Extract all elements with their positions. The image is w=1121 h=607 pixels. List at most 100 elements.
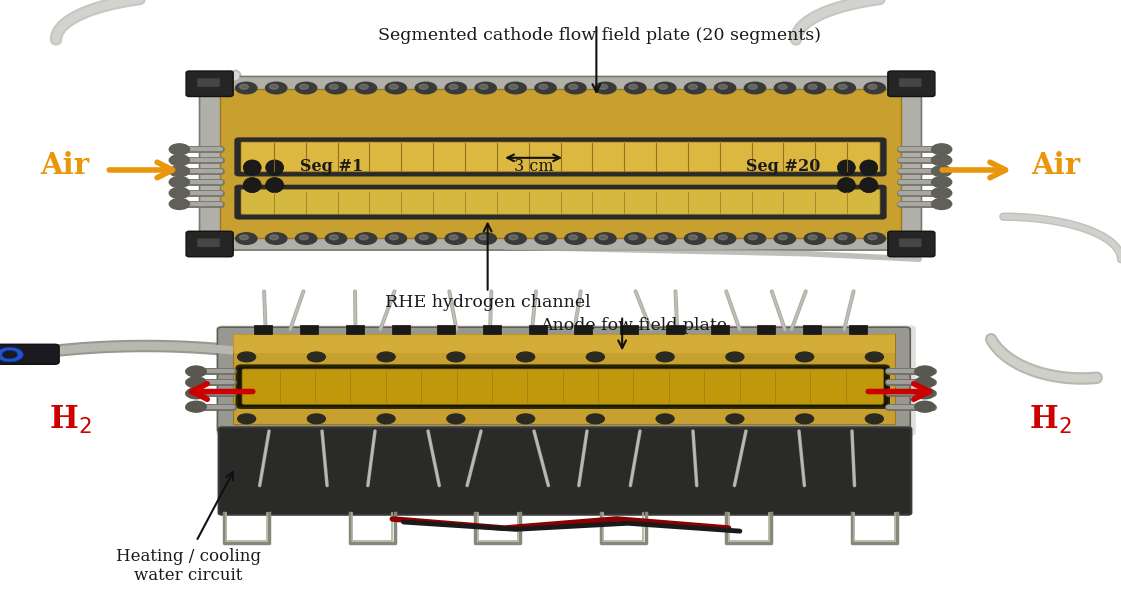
FancyBboxPatch shape (899, 78, 921, 87)
Circle shape (415, 232, 436, 244)
Circle shape (330, 235, 339, 240)
Circle shape (169, 155, 189, 166)
Circle shape (169, 166, 189, 177)
Circle shape (206, 232, 226, 244)
Circle shape (749, 84, 758, 89)
Text: H$_2$: H$_2$ (1029, 404, 1072, 436)
Circle shape (932, 177, 952, 188)
Circle shape (299, 235, 308, 240)
Circle shape (539, 84, 548, 89)
Circle shape (386, 83, 407, 94)
Text: Seg #20: Seg #20 (747, 158, 821, 175)
Circle shape (865, 352, 883, 362)
Circle shape (266, 232, 287, 244)
Circle shape (504, 232, 526, 244)
Ellipse shape (860, 178, 878, 193)
Circle shape (359, 235, 368, 240)
Circle shape (796, 352, 814, 362)
Circle shape (586, 414, 604, 424)
Bar (666, 325, 684, 334)
Circle shape (932, 144, 952, 155)
Circle shape (307, 352, 325, 362)
Circle shape (808, 84, 817, 89)
FancyBboxPatch shape (216, 325, 916, 436)
Circle shape (749, 235, 758, 240)
Circle shape (656, 352, 674, 362)
Circle shape (915, 366, 935, 377)
Circle shape (599, 235, 608, 240)
Bar (437, 325, 455, 334)
Circle shape (517, 414, 535, 424)
Bar (391, 325, 409, 334)
Bar (620, 325, 638, 334)
Circle shape (447, 414, 465, 424)
Ellipse shape (837, 178, 855, 193)
Circle shape (415, 83, 436, 94)
Circle shape (775, 232, 796, 244)
Circle shape (475, 232, 497, 244)
Circle shape (895, 232, 916, 244)
FancyBboxPatch shape (888, 71, 935, 97)
Circle shape (624, 232, 646, 244)
Circle shape (186, 366, 206, 377)
Circle shape (240, 84, 249, 89)
Circle shape (355, 232, 377, 244)
Circle shape (688, 235, 697, 240)
Circle shape (565, 232, 586, 244)
Circle shape (932, 166, 952, 177)
FancyBboxPatch shape (200, 76, 921, 250)
Circle shape (568, 235, 577, 240)
Circle shape (509, 84, 518, 89)
Circle shape (915, 401, 935, 412)
Circle shape (744, 83, 766, 94)
Text: Air: Air (40, 151, 90, 180)
Circle shape (915, 377, 935, 388)
Circle shape (389, 84, 398, 89)
Circle shape (775, 83, 796, 94)
Circle shape (714, 83, 735, 94)
Text: RHE hydrogen channel: RHE hydrogen channel (385, 294, 591, 311)
Circle shape (325, 83, 346, 94)
FancyBboxPatch shape (235, 138, 886, 175)
FancyBboxPatch shape (242, 369, 883, 404)
Bar (233, 334, 895, 353)
Ellipse shape (266, 160, 284, 175)
Circle shape (330, 84, 339, 89)
Circle shape (565, 83, 586, 94)
Text: Segmented cathode flow field plate (20 segments): Segmented cathode flow field plate (20 s… (378, 27, 822, 44)
Circle shape (868, 235, 877, 240)
Bar (233, 334, 895, 424)
FancyBboxPatch shape (197, 239, 220, 247)
FancyBboxPatch shape (241, 142, 880, 172)
Circle shape (377, 414, 395, 424)
Ellipse shape (266, 178, 284, 193)
Circle shape (629, 235, 638, 240)
Circle shape (595, 83, 617, 94)
Circle shape (450, 84, 458, 89)
FancyBboxPatch shape (197, 78, 220, 87)
Bar (757, 325, 775, 334)
Circle shape (834, 83, 855, 94)
Circle shape (714, 232, 735, 244)
Circle shape (475, 83, 497, 94)
FancyBboxPatch shape (217, 327, 910, 432)
FancyBboxPatch shape (235, 186, 886, 219)
Bar (346, 325, 364, 334)
Circle shape (719, 84, 728, 89)
Circle shape (169, 188, 189, 198)
Text: Seg #1: Seg #1 (300, 158, 363, 175)
FancyBboxPatch shape (899, 239, 921, 247)
Circle shape (744, 232, 766, 244)
Circle shape (804, 83, 825, 94)
Circle shape (688, 84, 697, 89)
Bar (849, 325, 867, 334)
Circle shape (266, 83, 287, 94)
Circle shape (868, 84, 877, 89)
Text: 3 cm: 3 cm (513, 158, 554, 175)
Circle shape (915, 388, 935, 399)
Circle shape (658, 84, 667, 89)
Circle shape (169, 198, 189, 209)
Circle shape (269, 235, 278, 240)
Circle shape (186, 401, 206, 412)
Circle shape (539, 235, 548, 240)
